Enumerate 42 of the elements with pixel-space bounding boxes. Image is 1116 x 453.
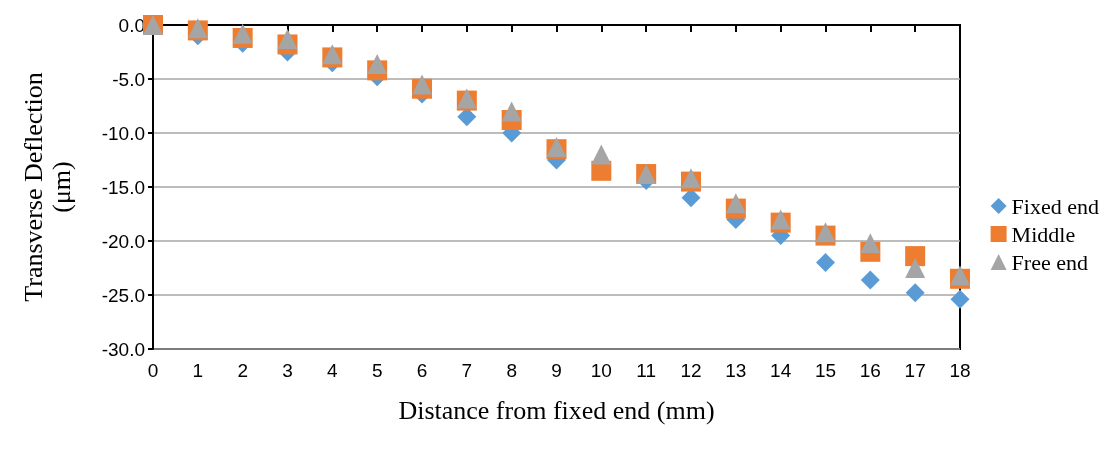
- x-tick-label: 12: [680, 360, 702, 381]
- x-tick-label: 4: [327, 360, 339, 381]
- x-tick-label: 2: [237, 360, 248, 381]
- x-tick-label: 9: [551, 360, 562, 381]
- point: [501, 101, 522, 122]
- point: [905, 258, 926, 278]
- x-tick-label: 14: [770, 360, 792, 381]
- x-tick-label: 16: [859, 360, 881, 381]
- point: [725, 193, 746, 214]
- point: [277, 29, 298, 50]
- y-tick-label: -25.0: [101, 284, 145, 306]
- point: [905, 283, 925, 303]
- x-tick-label: 8: [506, 360, 517, 381]
- y-tick-label: -30.0: [101, 338, 145, 360]
- y-tick-label: -20.0: [101, 230, 145, 252]
- x-axis-title: Distance from fixed end (mm): [398, 395, 715, 425]
- point: [860, 270, 880, 290]
- x-tick-label: 17: [904, 360, 926, 381]
- y-tick-label: -10.0: [101, 122, 145, 144]
- legend-label: Free end: [1011, 249, 1088, 275]
- x-tick-label: 5: [371, 360, 383, 381]
- legend-label: Fixed end: [1011, 193, 1100, 219]
- point: [905, 246, 926, 267]
- x-tick-label: 6: [416, 360, 428, 381]
- x-tick-label: 7: [461, 360, 473, 381]
- legend-label: Middle: [1011, 221, 1076, 247]
- x-tick-label: 3: [282, 360, 293, 381]
- y-tick-label: -5.0: [112, 68, 145, 90]
- point: [860, 233, 881, 254]
- y-axis-title: Transverse Deflection (μm): [18, 72, 76, 302]
- point: [950, 289, 970, 309]
- x-tick-label: 1: [192, 360, 204, 381]
- x-tick-label: 15: [814, 360, 837, 381]
- x-tick-label: 10: [590, 360, 612, 381]
- x-tick-label: 11: [636, 360, 657, 381]
- point: [591, 144, 612, 165]
- x-tick-label: 13: [725, 360, 747, 381]
- point: [816, 253, 835, 273]
- point: [367, 53, 388, 74]
- x-tick-label: 18: [949, 360, 971, 381]
- x-tick-label: 0: [147, 360, 159, 381]
- y-tick-label: -15.0: [101, 176, 145, 198]
